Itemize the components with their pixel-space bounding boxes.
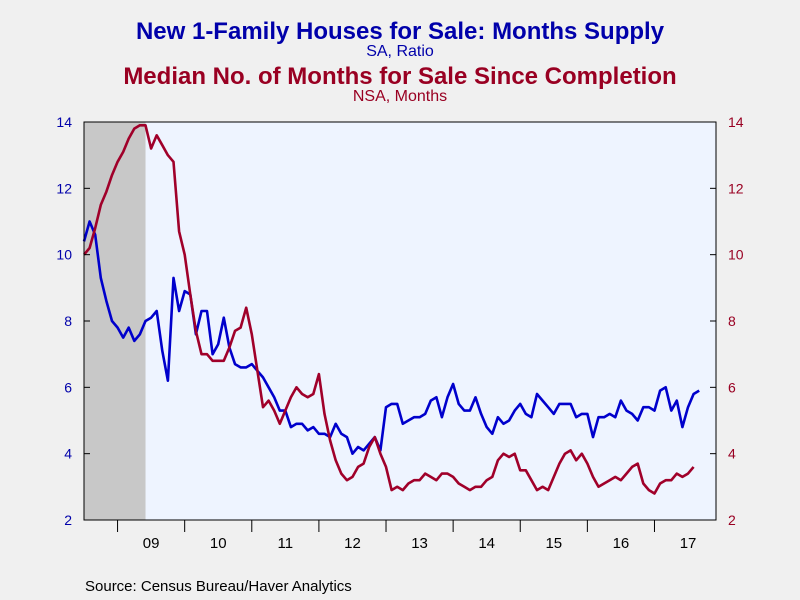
right-axis-tick-label: 12 [728,180,744,196]
right-axis-tick-label: 10 [728,247,744,263]
series-line-1 [82,220,700,456]
series-line-2 [83,124,695,495]
x-axis-tick-label: 11 [278,535,294,552]
plot-area [84,122,716,520]
x-axis-tick-label: 14 [478,535,495,552]
source-note: Source: Census Bureau/Haver Analytics [85,578,352,595]
recession-shading [84,122,146,520]
x-axis-tick-label: 15 [545,535,562,552]
x-axis-tick-label: 12 [344,535,361,552]
right-axis-tick-label: 2 [728,512,736,528]
x-axis-tick-label: 17 [680,535,697,552]
right-axis-tick-label: 6 [728,379,736,395]
chart-title-1: New 1-Family Houses for Sale: Months Sup… [135,18,665,45]
left-axis-tick-label: 8 [64,313,72,329]
right-axis-tick-label: 4 [728,446,736,462]
left-axis-tick-label: 10 [56,247,72,263]
left-axis-tick-label: 4 [64,446,72,462]
left-axis-tick-label: 6 [64,379,72,395]
left-axis-tick-label: 2 [64,512,72,528]
x-axis-tick-label: 13 [411,535,428,552]
left-axis-tick-label: 12 [56,180,72,196]
x-axis-tick-label: 09 [143,535,160,552]
right-axis-tick-label: 14 [728,114,744,130]
chart-subtitle-2: NSA, Months [352,88,448,105]
x-axis-tick-label: 16 [613,535,630,552]
right-axis-tick-label: 8 [728,313,736,329]
x-axis-tick-label: 10 [210,535,227,552]
chart-title-2: Median No. of Months for Sale Since Comp… [123,63,677,90]
chart-subtitle-1: SA, Ratio [366,43,434,60]
left-axis-tick-label: 14 [56,114,72,130]
